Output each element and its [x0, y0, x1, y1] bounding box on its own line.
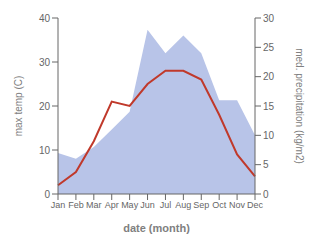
svg-text:5: 5: [263, 159, 269, 170]
svg-text:25: 25: [263, 42, 275, 53]
svg-text:Jun: Jun: [140, 200, 155, 210]
svg-text:20: 20: [39, 101, 51, 112]
svg-text:Nov: Nov: [229, 200, 246, 210]
svg-text:15: 15: [263, 101, 275, 112]
svg-text:Jul: Jul: [160, 200, 172, 210]
svg-text:30: 30: [39, 57, 51, 68]
svg-text:10: 10: [263, 130, 275, 141]
svg-text:max temp (C): max temp (C): [13, 76, 24, 137]
svg-text:Sep: Sep: [193, 200, 209, 210]
svg-text:Mar: Mar: [86, 200, 102, 210]
svg-text:Apr: Apr: [105, 200, 119, 210]
svg-text:Feb: Feb: [68, 200, 84, 210]
svg-text:Aug: Aug: [175, 200, 191, 210]
svg-text:Dec: Dec: [247, 200, 264, 210]
svg-text:Oct: Oct: [212, 200, 227, 210]
svg-text:30: 30: [263, 13, 275, 24]
svg-text:40: 40: [39, 13, 51, 24]
svg-text:20: 20: [263, 71, 275, 82]
svg-text:Jan: Jan: [51, 200, 66, 210]
svg-text:May: May: [121, 200, 139, 210]
svg-text:med. precipitation (kg/m2): med. precipitation (kg/m2): [294, 48, 305, 164]
svg-text:date (month): date (month): [123, 222, 190, 234]
svg-text:0: 0: [44, 189, 50, 200]
svg-text:10: 10: [39, 145, 51, 156]
svg-text:0: 0: [263, 189, 269, 200]
